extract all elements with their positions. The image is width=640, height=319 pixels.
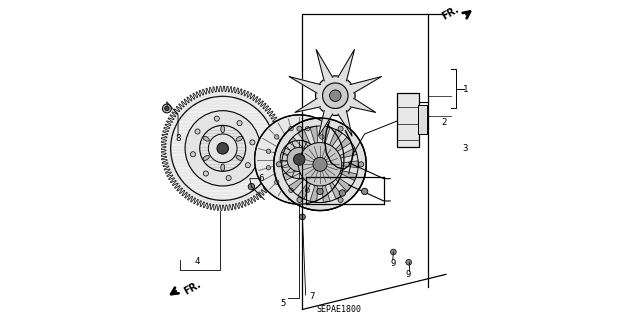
- Circle shape: [266, 166, 271, 170]
- Circle shape: [250, 140, 255, 145]
- Polygon shape: [325, 174, 342, 199]
- Circle shape: [300, 214, 305, 220]
- Circle shape: [338, 126, 343, 131]
- Circle shape: [214, 116, 220, 121]
- Circle shape: [289, 188, 293, 193]
- Ellipse shape: [236, 155, 243, 160]
- Circle shape: [390, 249, 396, 255]
- Polygon shape: [316, 49, 333, 81]
- Circle shape: [226, 175, 231, 181]
- Text: FR.: FR.: [182, 279, 203, 297]
- Circle shape: [316, 76, 355, 115]
- Circle shape: [362, 188, 368, 195]
- Ellipse shape: [221, 126, 225, 133]
- Circle shape: [245, 163, 250, 168]
- Circle shape: [163, 104, 172, 113]
- Ellipse shape: [203, 155, 209, 160]
- Polygon shape: [338, 110, 352, 136]
- Polygon shape: [161, 86, 285, 211]
- Circle shape: [406, 259, 412, 265]
- Text: 9: 9: [390, 259, 396, 268]
- Circle shape: [323, 83, 348, 108]
- Circle shape: [195, 129, 200, 134]
- Polygon shape: [328, 171, 351, 191]
- Circle shape: [217, 143, 228, 154]
- Polygon shape: [310, 126, 318, 154]
- Ellipse shape: [236, 136, 243, 141]
- Polygon shape: [322, 175, 330, 203]
- Circle shape: [294, 154, 305, 165]
- Circle shape: [191, 152, 196, 157]
- Circle shape: [237, 121, 242, 126]
- Polygon shape: [295, 98, 321, 112]
- Circle shape: [289, 126, 293, 131]
- Circle shape: [164, 106, 169, 111]
- Circle shape: [338, 197, 343, 203]
- Text: 3: 3: [463, 144, 468, 153]
- Polygon shape: [325, 130, 342, 155]
- Circle shape: [330, 90, 341, 101]
- Circle shape: [313, 157, 327, 171]
- Polygon shape: [289, 77, 321, 93]
- Circle shape: [319, 135, 324, 139]
- Circle shape: [319, 180, 324, 184]
- Circle shape: [204, 171, 209, 176]
- Circle shape: [328, 149, 332, 153]
- Text: SEPAE1800: SEPAE1800: [317, 305, 362, 314]
- Circle shape: [275, 180, 279, 184]
- Circle shape: [298, 143, 342, 186]
- Circle shape: [276, 162, 282, 167]
- Text: 4: 4: [195, 257, 200, 266]
- Circle shape: [274, 118, 366, 211]
- Polygon shape: [350, 98, 376, 112]
- Text: FR.: FR.: [440, 4, 461, 22]
- Circle shape: [266, 149, 271, 153]
- Circle shape: [317, 188, 323, 195]
- Text: 8: 8: [175, 134, 180, 143]
- Circle shape: [297, 126, 302, 131]
- Circle shape: [280, 140, 319, 179]
- Ellipse shape: [203, 136, 209, 141]
- Polygon shape: [298, 174, 315, 199]
- Circle shape: [305, 126, 310, 131]
- Polygon shape: [289, 171, 312, 191]
- Polygon shape: [289, 137, 312, 157]
- Text: 7: 7: [309, 292, 315, 301]
- Text: 5: 5: [280, 299, 286, 308]
- Ellipse shape: [221, 164, 225, 171]
- Polygon shape: [322, 126, 330, 154]
- Text: 6: 6: [259, 174, 264, 183]
- Polygon shape: [283, 148, 310, 160]
- Circle shape: [255, 115, 344, 204]
- Text: 1: 1: [463, 85, 468, 94]
- Circle shape: [248, 183, 255, 190]
- Polygon shape: [282, 161, 309, 168]
- Polygon shape: [331, 161, 358, 168]
- Polygon shape: [350, 77, 381, 93]
- Text: 9: 9: [406, 270, 412, 279]
- Circle shape: [305, 188, 310, 193]
- Circle shape: [358, 162, 364, 167]
- Polygon shape: [330, 168, 357, 181]
- Polygon shape: [310, 175, 318, 203]
- Bar: [397, 93, 419, 147]
- Circle shape: [339, 190, 346, 196]
- Bar: [419, 105, 427, 134]
- Polygon shape: [330, 148, 357, 160]
- Circle shape: [287, 147, 312, 172]
- Circle shape: [185, 111, 260, 186]
- Polygon shape: [298, 130, 315, 155]
- Circle shape: [328, 166, 332, 170]
- Polygon shape: [319, 110, 333, 136]
- Polygon shape: [328, 137, 351, 157]
- Circle shape: [275, 135, 279, 139]
- Polygon shape: [338, 49, 355, 81]
- Polygon shape: [283, 168, 310, 181]
- Circle shape: [171, 96, 275, 200]
- Circle shape: [297, 197, 302, 203]
- Text: 2: 2: [442, 118, 447, 127]
